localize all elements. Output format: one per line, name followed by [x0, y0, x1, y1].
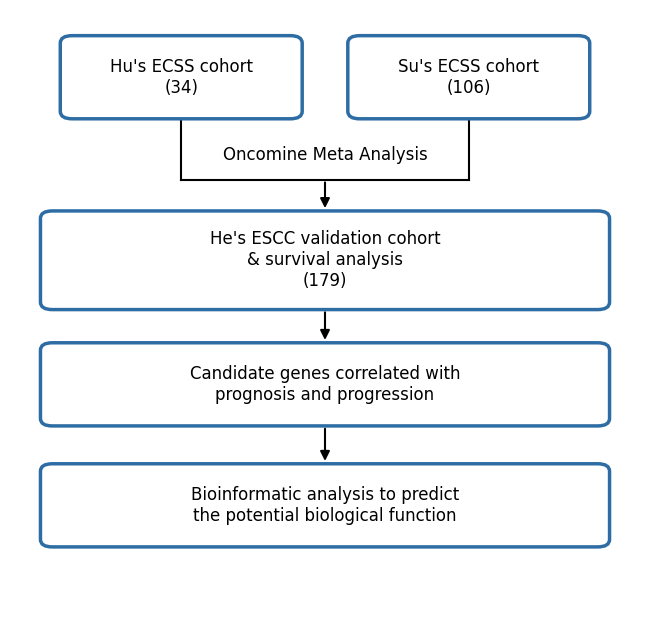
Text: Oncomine Meta Analysis: Oncomine Meta Analysis	[222, 146, 428, 164]
FancyBboxPatch shape	[60, 36, 302, 119]
FancyBboxPatch shape	[40, 464, 610, 547]
Text: He's ESCC validation cohort
& survival analysis
(179): He's ESCC validation cohort & survival a…	[210, 230, 440, 290]
Text: Su's ECSS cohort
(106): Su's ECSS cohort (106)	[398, 58, 540, 96]
Text: Candidate genes correlated with
prognosis and progression: Candidate genes correlated with prognosi…	[190, 365, 460, 404]
FancyBboxPatch shape	[348, 36, 590, 119]
Text: Bioinformatic analysis to predict
the potential biological function: Bioinformatic analysis to predict the po…	[191, 486, 459, 525]
FancyBboxPatch shape	[40, 343, 610, 426]
Text: Hu's ECSS cohort
(34): Hu's ECSS cohort (34)	[110, 58, 253, 96]
FancyBboxPatch shape	[40, 211, 610, 310]
